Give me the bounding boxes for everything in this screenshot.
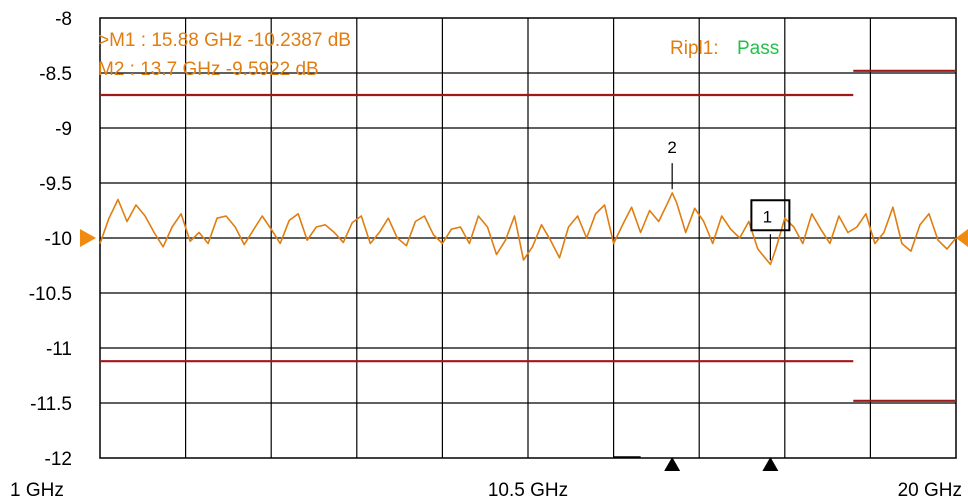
limit-lines xyxy=(80,69,968,402)
marker-triangle-icon xyxy=(762,457,779,471)
marker-label: 2 xyxy=(667,138,676,157)
reference-level-right-icon xyxy=(956,229,968,247)
y-tick-label: -8.5 xyxy=(39,64,72,85)
y-tick-label: -11.5 xyxy=(30,394,72,415)
marker-label: 1 xyxy=(763,207,772,226)
y-tick-label: -10 xyxy=(45,229,72,250)
x-tick-label: 1 GHz xyxy=(10,480,64,501)
y-tick-label: -9 xyxy=(55,119,72,140)
marker-box xyxy=(750,199,791,232)
y-tick-label: -8 xyxy=(55,9,72,30)
x-axis-ticks: 1 GHz 10.5 GHz 20 GHz xyxy=(10,480,962,501)
trace-line xyxy=(99,192,957,266)
y-tick-label: -12 xyxy=(45,449,72,470)
y-tick-label: -11 xyxy=(46,339,72,360)
y-axis-ticks: -8 -8.5 -9 -9.5 -10 -10.5 -11 -11.5 -12 xyxy=(29,9,72,470)
ripple-label: Ripl1: xyxy=(670,38,719,59)
y-tick-label: -10.5 xyxy=(29,284,72,305)
x-tick-label: 20 GHz xyxy=(898,480,962,501)
trace-layer xyxy=(99,192,957,266)
ripple-status: Pass xyxy=(737,38,779,59)
marker-readouts: >M1 : 15.88 GHz -10.2387 dB M2 : 13.7 GH… xyxy=(98,30,779,80)
reference-level-left-icon xyxy=(80,229,96,247)
y-tick-label: -9.5 xyxy=(39,174,72,195)
markers-layer: 12 xyxy=(613,138,791,471)
marker-readout-text: >M1 : 15.88 GHz -10.2387 dB xyxy=(98,30,351,51)
marker-triangle-icon xyxy=(664,457,681,471)
marker-readout-text: M2 : 13.7 GHz -9.5922 dB xyxy=(98,59,319,80)
grid-lines xyxy=(99,17,957,459)
x-tick-label: 10.5 GHz xyxy=(488,480,568,501)
